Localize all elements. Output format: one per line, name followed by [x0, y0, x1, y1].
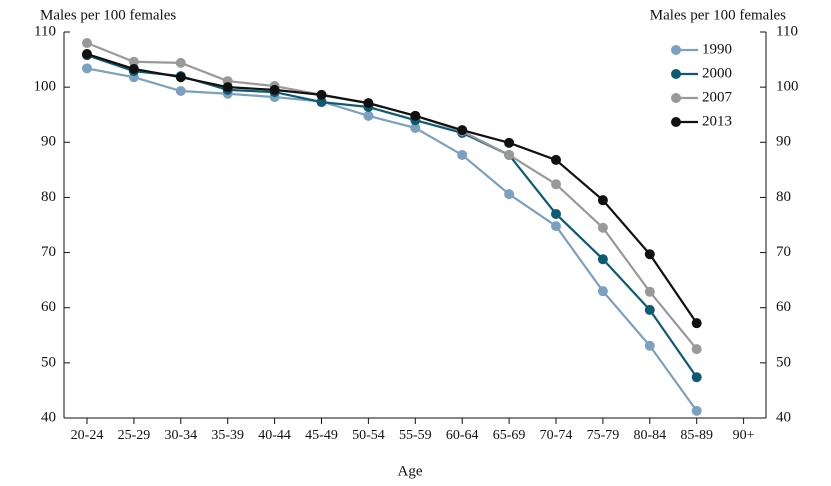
legend-label: 2007 [702, 89, 733, 105]
data-point [644, 249, 655, 260]
data-point [691, 344, 702, 355]
legend-label: 2013 [702, 113, 732, 129]
data-point [82, 63, 92, 74]
y2-tick-label: 60 [776, 299, 791, 315]
data-point [551, 221, 561, 232]
data-point [504, 149, 515, 160]
data-point [363, 98, 374, 109]
data-point [504, 189, 515, 200]
x-tick-label: 80-84 [633, 428, 666, 443]
data-point [691, 318, 702, 329]
data-point [82, 38, 92, 49]
y2-tick-label: 50 [776, 354, 791, 370]
data-point [644, 340, 655, 351]
y-tick-label: 100 [34, 79, 57, 95]
data-point [128, 63, 139, 74]
y-tick-label: 40 [41, 409, 56, 425]
data-point [457, 125, 468, 136]
y2-tick-label: 80 [776, 189, 791, 205]
data-point [222, 82, 233, 93]
legend-marker [671, 93, 681, 103]
x-tick-label: 45-49 [305, 428, 338, 443]
legend-marker [671, 45, 681, 55]
y-tick-label: 50 [41, 354, 56, 370]
legend-marker [671, 69, 681, 79]
legend-label: 2000 [702, 65, 732, 81]
y-tick-label: 90 [41, 134, 56, 150]
data-point [457, 149, 468, 160]
x-tick-label: 20-24 [71, 428, 104, 443]
y2-tick-label: 40 [776, 409, 791, 425]
x-tick-label: 35-39 [211, 428, 244, 443]
x-tick-label: 25-29 [118, 428, 151, 443]
x-tick-label: 70-74 [540, 428, 573, 443]
y-axis-label: Males per 100 females [40, 7, 176, 23]
y-tick-label: 60 [41, 299, 56, 315]
data-point [551, 208, 561, 219]
series-line [86, 53, 698, 324]
y-tick-label: 110 [34, 23, 56, 39]
data-point [644, 304, 655, 315]
y2-axis-label: Males per 100 females [650, 7, 786, 23]
x-tick-label: 50-54 [352, 428, 385, 443]
x-tick-label: 85-89 [680, 428, 713, 443]
x-tick-label: 65-69 [493, 428, 526, 443]
y-tick-label: 70 [41, 244, 56, 260]
data-point [691, 372, 702, 383]
data-point [82, 49, 92, 60]
series-line [86, 54, 698, 378]
x-tick-label: 55-59 [399, 428, 432, 443]
data-point [597, 222, 608, 233]
data-point [597, 195, 608, 206]
y2-tick-label: 70 [776, 244, 791, 260]
legend-marker [671, 117, 681, 127]
data-point [551, 179, 561, 190]
data-point [691, 405, 702, 416]
data-point [316, 97, 327, 108]
data-point [175, 57, 186, 68]
series-line [86, 67, 698, 412]
legend-label: 1990 [702, 41, 732, 57]
y-tick-label: 80 [41, 189, 56, 205]
x-tick-label: 40-44 [258, 428, 291, 443]
y2-tick-label: 90 [776, 134, 791, 150]
data-point [644, 286, 655, 297]
x-axis-label: Age [398, 463, 423, 479]
x-tick-label: 30-34 [164, 428, 197, 443]
data-point [363, 110, 374, 121]
data-point [597, 254, 608, 265]
data-point [316, 89, 327, 100]
data-point [269, 84, 280, 95]
x-tick-label: 60-64 [446, 428, 479, 443]
data-point [128, 56, 139, 67]
y2-tick-label: 100 [776, 79, 799, 95]
data-point [597, 286, 608, 297]
data-point [410, 110, 421, 121]
data-point [175, 72, 186, 83]
x-tick-label: 75-79 [587, 428, 620, 443]
data-point [504, 137, 515, 148]
x-tick-label: 90+ [733, 428, 755, 443]
data-point [410, 122, 421, 133]
data-point [551, 154, 561, 165]
data-point [175, 86, 186, 97]
y2-tick-label: 110 [776, 23, 798, 39]
